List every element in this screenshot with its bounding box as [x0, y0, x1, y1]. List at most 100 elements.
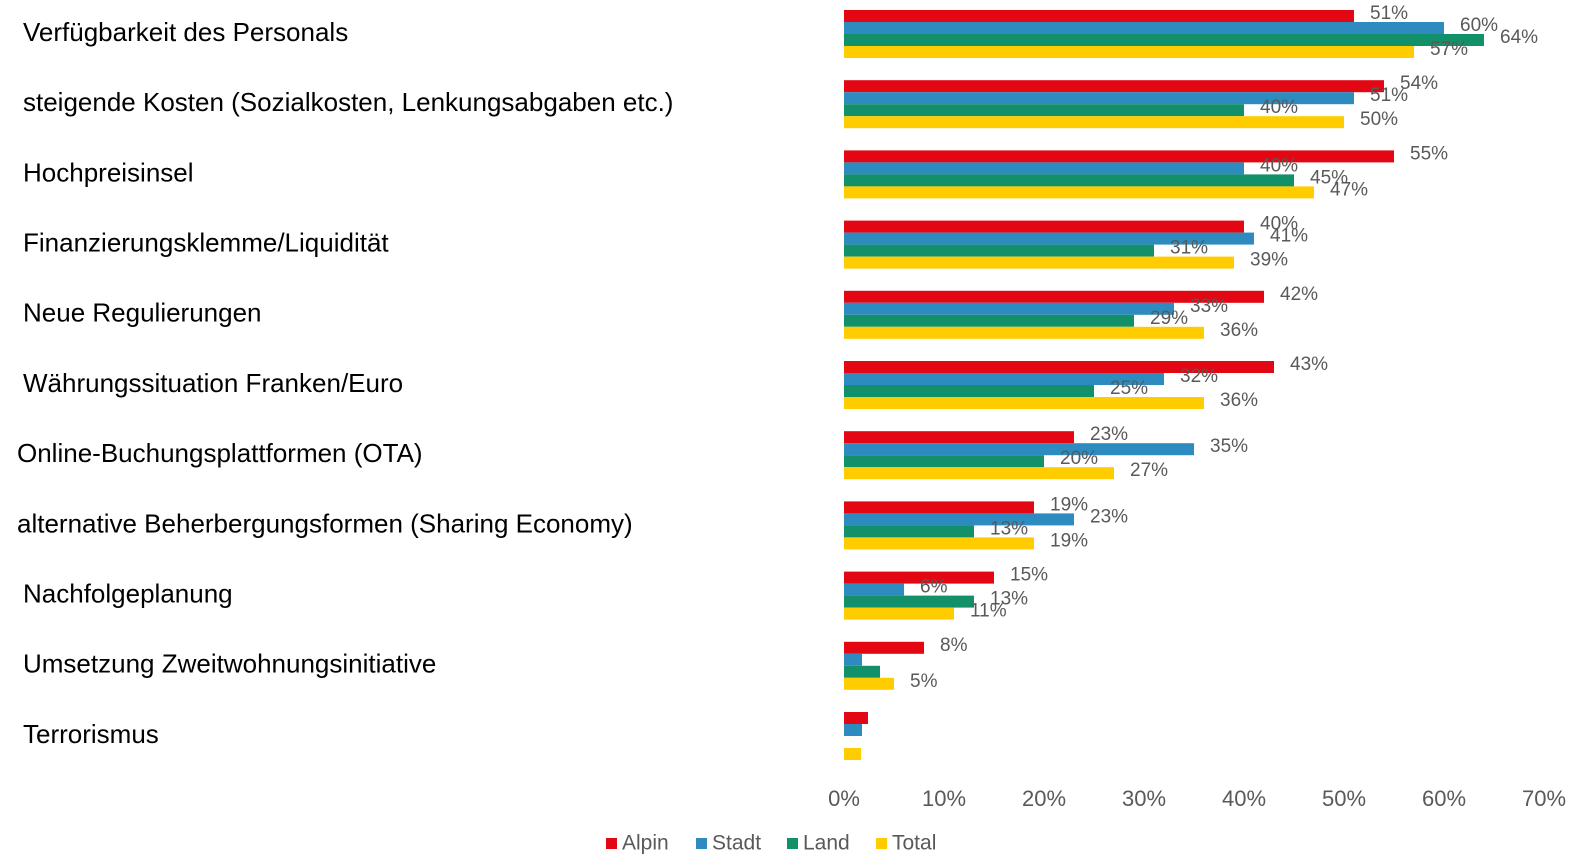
value-label: 35%	[1210, 436, 1248, 457]
bar	[844, 162, 1244, 175]
bar	[844, 467, 1114, 480]
legend-label: Alpin	[622, 832, 669, 855]
x-tick-label: 40%	[1222, 786, 1266, 811]
bar	[844, 712, 868, 724]
value-label: 11%	[970, 601, 1007, 622]
bar	[844, 314, 1134, 327]
bar	[844, 525, 974, 538]
value-label: 20%	[1060, 448, 1098, 469]
bar	[844, 326, 1204, 339]
category-label: Online-Buchungsplattformen (OTA)	[17, 438, 423, 468]
bar	[844, 104, 1244, 117]
bar	[844, 232, 1254, 245]
bar	[844, 46, 1414, 58]
x-tick-label: 10%	[922, 786, 966, 811]
bar	[844, 256, 1234, 269]
bar	[844, 583, 904, 596]
bar	[844, 186, 1314, 199]
bar	[844, 10, 1354, 22]
x-tick-label: 50%	[1322, 786, 1366, 811]
category-label: steigende Kosten (Sozialkosten, Lenkungs…	[23, 87, 673, 117]
value-label: 42%	[1280, 284, 1318, 305]
legend-marker	[696, 838, 707, 849]
bar	[844, 677, 894, 690]
bar	[844, 513, 1074, 526]
category-label: alternative Beherbergungsformen (Sharing…	[17, 508, 633, 538]
value-label: 39%	[1250, 250, 1288, 271]
category-label: Neue Regulierungen	[23, 298, 262, 328]
value-label: 57%	[1430, 39, 1468, 60]
bar	[844, 373, 1164, 385]
value-label: 41%	[1270, 226, 1308, 247]
bar	[844, 748, 861, 760]
legend-marker	[606, 838, 617, 849]
bar	[844, 22, 1444, 34]
category-label: Finanzierungsklemme/Liquidität	[23, 227, 389, 257]
value-label: 8%	[940, 635, 968, 656]
value-label: 13%	[990, 518, 1028, 539]
bar	[844, 290, 1264, 303]
legend-label: Stadt	[712, 832, 761, 855]
bar	[844, 595, 974, 608]
bar	[844, 571, 994, 584]
category-label: Terrorismus	[23, 719, 159, 749]
x-tick-label: 0%	[828, 786, 860, 811]
value-label: 13%	[990, 589, 1028, 610]
bar	[844, 431, 1074, 444]
value-label: 31%	[1170, 238, 1208, 259]
bar	[844, 724, 862, 736]
value-label: 47%	[1330, 179, 1368, 200]
value-label: 36%	[1220, 320, 1258, 341]
bar	[844, 385, 1094, 397]
value-label: 29%	[1150, 308, 1188, 329]
x-tick-label: 20%	[1022, 786, 1066, 811]
legend-label: Total	[892, 832, 936, 855]
bar	[844, 92, 1354, 105]
bar	[844, 244, 1154, 257]
value-label: 64%	[1500, 27, 1538, 48]
category-label: Nachfolgeplanung	[23, 578, 233, 608]
bar	[844, 501, 1034, 514]
value-label: 33%	[1190, 296, 1228, 317]
value-label: 54%	[1400, 73, 1438, 94]
value-label: 19%	[1050, 494, 1088, 515]
value-label: 51%	[1370, 85, 1408, 106]
x-tick-label: 60%	[1422, 786, 1466, 811]
legend-marker	[876, 838, 887, 849]
value-label: 23%	[1090, 506, 1128, 527]
value-label: 36%	[1220, 390, 1258, 411]
bar	[844, 397, 1204, 409]
bar	[844, 34, 1484, 46]
category-label: Verfügbarkeit des Personals	[23, 17, 348, 47]
bar	[844, 455, 1044, 468]
bar	[844, 361, 1274, 373]
value-label: 25%	[1110, 378, 1148, 399]
bar	[844, 653, 862, 666]
legend-marker	[787, 838, 798, 849]
bar	[844, 220, 1244, 233]
value-label: 40%	[1260, 214, 1298, 235]
value-label: 23%	[1090, 424, 1128, 445]
category-label: Umsetzung Zweitwohnungsinitiative	[23, 649, 436, 679]
bar	[844, 537, 1034, 550]
x-tick-label: 30%	[1122, 786, 1166, 811]
bar	[844, 150, 1394, 163]
bar	[844, 665, 880, 678]
value-label: 55%	[1410, 143, 1448, 164]
bar	[844, 174, 1294, 187]
bar	[844, 116, 1344, 129]
value-label: 40%	[1260, 155, 1298, 176]
bar	[844, 641, 924, 654]
value-label: 19%	[1050, 530, 1088, 551]
bar	[844, 80, 1384, 93]
value-label: 43%	[1290, 354, 1328, 375]
value-label: 32%	[1180, 366, 1218, 387]
bar	[844, 443, 1194, 456]
value-label: 40%	[1260, 97, 1298, 118]
x-tick-label: 70%	[1522, 786, 1566, 811]
value-label: 51%	[1370, 3, 1408, 24]
value-label: 6%	[920, 577, 948, 598]
category-label: Währungssituation Franken/Euro	[23, 368, 403, 398]
value-label: 60%	[1460, 15, 1498, 36]
